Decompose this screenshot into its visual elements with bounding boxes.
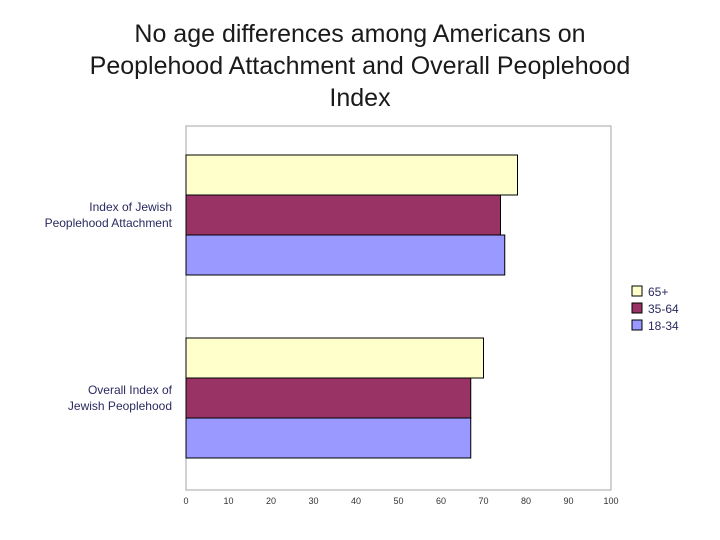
bar-65+-cat-1 xyxy=(185,337,484,379)
bar-35-64-cat-1 xyxy=(185,377,472,419)
x-tick-label-100: 100 xyxy=(603,496,618,506)
x-tick-label-30: 30 xyxy=(308,496,318,506)
legend: 65+ 35-64 18-34 xyxy=(631,285,679,333)
x-tick-label-40: 40 xyxy=(351,496,361,506)
chart-title-line-2: Peoplehood Attachment and Overall People… xyxy=(89,52,631,80)
chart-title-line-3: Index xyxy=(329,84,391,112)
x-tick-label-10: 10 xyxy=(223,496,233,506)
x-tick-label-20: 20 xyxy=(266,496,276,506)
x-tick-label-60: 60 xyxy=(436,496,446,506)
bar-35-64-cat-0 xyxy=(185,194,501,236)
bar-18-34-cat-1 xyxy=(185,417,472,459)
legend-label-35-64: 35-64 xyxy=(648,302,679,316)
x-tick-label-80: 80 xyxy=(521,496,531,506)
x-tick-label-90: 90 xyxy=(563,496,573,506)
category-labels: Index of Jewish Peoplehood Attachment Over… xyxy=(45,200,173,413)
x-axis-ticks: 0 10 20 30 40 50 60 70 80 90 100 xyxy=(183,496,618,506)
x-tick-label-0: 0 xyxy=(183,496,188,506)
category-label-0: Index of Jewish Peoplehood Attachment xyxy=(45,200,173,230)
legend-label-65+: 65+ xyxy=(648,285,668,299)
chart-title: No age differences among Americans on Pe… xyxy=(20,18,700,114)
bar-65+-cat-0 xyxy=(185,154,518,196)
legend-label-18-34: 18-34 xyxy=(648,319,679,333)
legend-swatch-35-64 xyxy=(631,302,643,314)
chart-title-line-1: No age differences among Americans on xyxy=(134,20,586,48)
legend-swatch-65+ xyxy=(631,285,643,297)
x-tick-label-50: 50 xyxy=(393,496,403,506)
bar-18-34-cat-0 xyxy=(185,234,506,276)
category-label-1: Overall Index of Jewish Peoplehood xyxy=(68,383,173,413)
legend-swatch-18-34 xyxy=(631,319,643,331)
bars-group xyxy=(185,154,518,459)
x-tick-label-70: 70 xyxy=(478,496,488,506)
